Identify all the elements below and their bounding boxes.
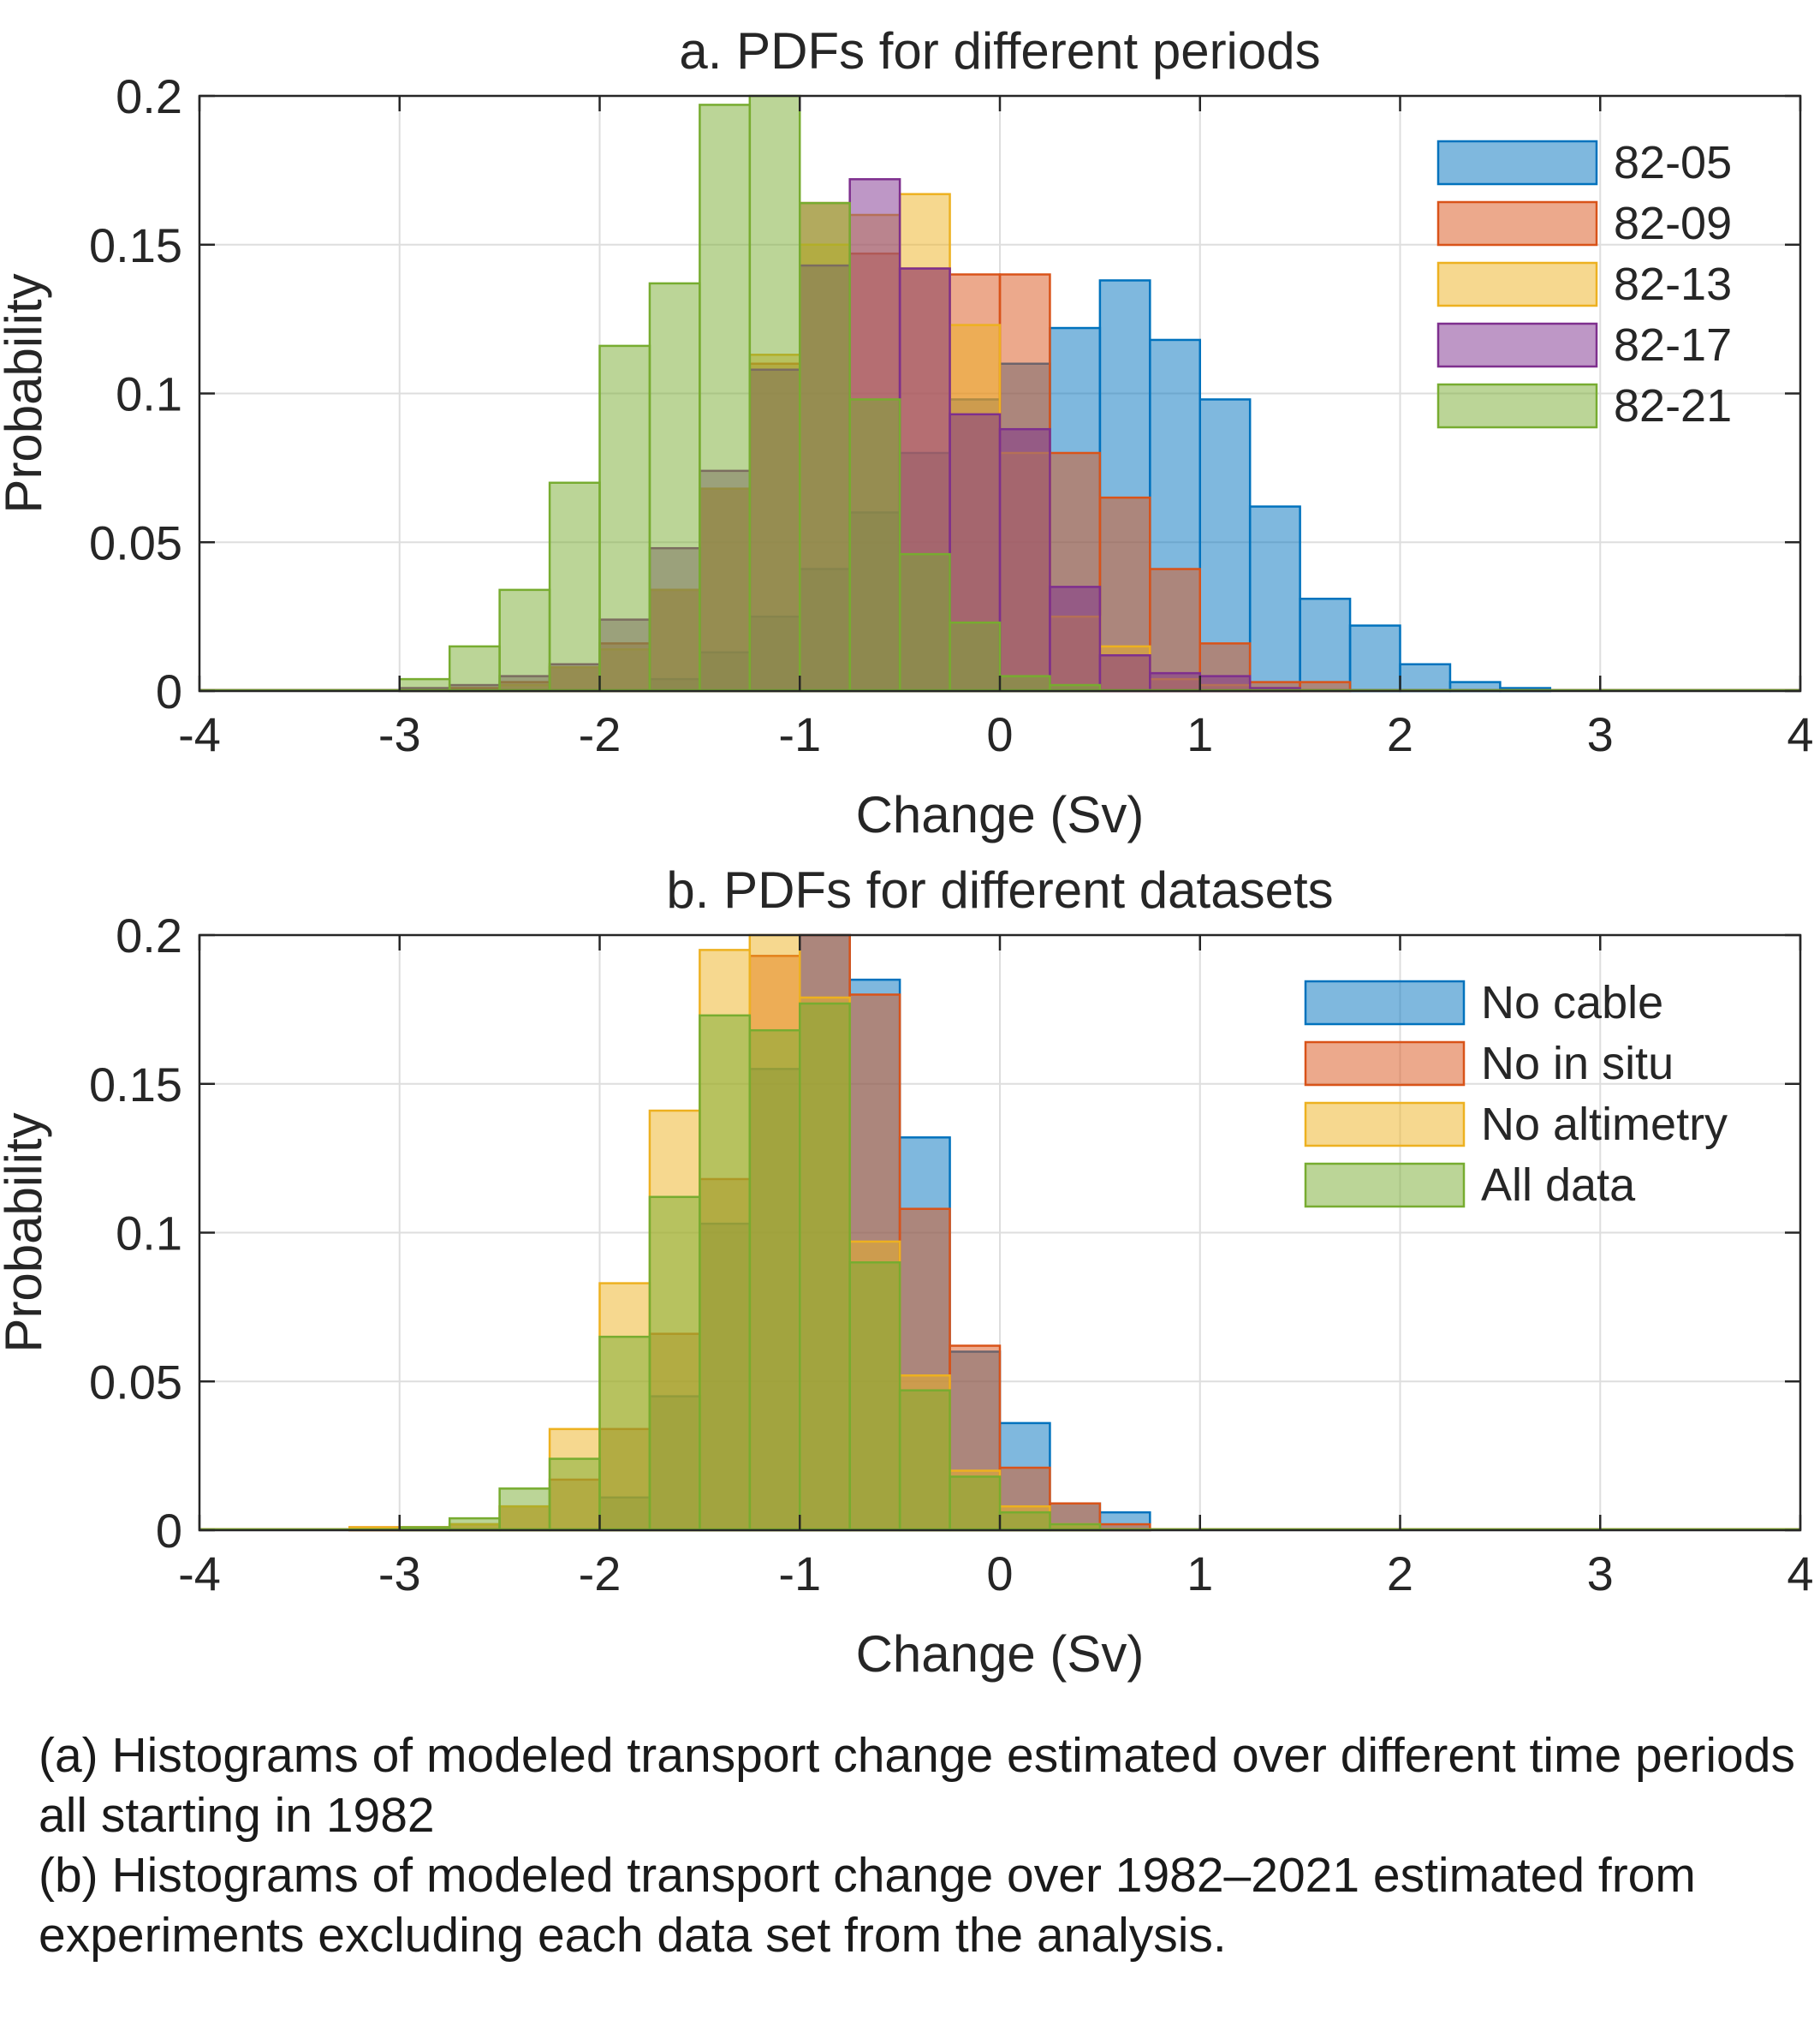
- y-tick-label: 0.05: [89, 1355, 182, 1409]
- y-tick-label: 0.15: [89, 1058, 182, 1111]
- x-tick-label: 3: [1587, 707, 1614, 761]
- legend-swatch: [1304, 980, 1466, 1026]
- histogram-bar: [1149, 671, 1201, 693]
- histogram-bar: [648, 1195, 701, 1532]
- figure-captions: (a) Histograms of modeled transport chan…: [39, 1725, 1802, 1965]
- x-tick-label: 0: [986, 1546, 1013, 1600]
- histogram-bar: [498, 588, 551, 693]
- legend-label: 82-13: [1614, 259, 1732, 310]
- series-82-21: [199, 94, 1800, 693]
- series-all-data: [199, 1002, 1800, 1532]
- histogram-bar: [1299, 598, 1352, 693]
- x-tick-label: 1: [1187, 1546, 1213, 1600]
- legend-label: No cable: [1481, 977, 1663, 1028]
- histogram-bar: [748, 1028, 801, 1532]
- chart-title: a. PDFs for different periods: [679, 22, 1320, 80]
- x-tick-label: -1: [778, 1546, 821, 1600]
- x-tick-label: 4: [1787, 707, 1813, 761]
- histogram-bar: [799, 1002, 851, 1532]
- chart-panel-a: -4 -3 -2 -1 0 1 2 3 4 0 0.05 0.1 0.15 0.2 a. PDFs for …: [0, 22, 1814, 843]
- legend-label: No altimetry: [1481, 1099, 1728, 1150]
- histogram-bar: [548, 481, 601, 693]
- legend-label: 82-05: [1614, 137, 1732, 188]
- histogram-bar: [448, 645, 501, 693]
- histogram-bar: [1399, 663, 1452, 693]
- legend-swatch: [1436, 140, 1598, 186]
- x-tick-label: 0: [986, 707, 1013, 761]
- legend-swatch: [1304, 1101, 1466, 1147]
- caption-b: (b) Histograms of modeled transport chan…: [39, 1848, 1696, 1963]
- legend-label: 82-09: [1614, 198, 1732, 249]
- legend-swatch: [1304, 1040, 1466, 1087]
- legend-swatch: [1304, 1162, 1466, 1208]
- histogram-bar: [699, 104, 752, 693]
- y-axis-label: Probability: [0, 1112, 52, 1352]
- histogram-bar: [998, 675, 1051, 693]
- x-tick-label: -1: [778, 707, 821, 761]
- histogram-bar: [1049, 586, 1102, 693]
- legend-label: 82-21: [1614, 380, 1732, 432]
- histogram-bar: [1198, 675, 1252, 693]
- legend-label: No in situ: [1481, 1038, 1674, 1089]
- histogram-bar: [1248, 505, 1301, 693]
- x-tick-label: -2: [579, 1546, 622, 1600]
- y-tick-label: 0: [156, 664, 182, 718]
- histogram-bar: [898, 552, 951, 693]
- x-tick-label: 2: [1387, 1546, 1413, 1600]
- histogram-bar: [498, 1487, 551, 1532]
- y-tick-label: 0.1: [116, 1207, 182, 1260]
- histogram-bar: [1098, 654, 1151, 693]
- histogram-bar: [998, 1511, 1051, 1532]
- legend-label: 82-17: [1614, 319, 1732, 371]
- chart-panel-b: -4 -3 -2 -1 0 1 2 3 4 0 0.05 0.1 0.15 0.2 b. PDFs for …: [0, 861, 1814, 1683]
- y-tick-label: 0.15: [89, 218, 182, 272]
- x-tick-label: -2: [579, 707, 622, 761]
- histogram-bar: [848, 1261, 901, 1532]
- histogram-bar: [1149, 568, 1201, 693]
- x-tick-label: 2: [1387, 707, 1413, 761]
- histogram-bar: [748, 94, 801, 693]
- legend-label: All data: [1481, 1159, 1636, 1211]
- x-tick-label: 4: [1787, 1546, 1813, 1600]
- histogram-bar: [799, 201, 851, 693]
- legend-swatch: [1436, 322, 1598, 368]
- chart-title: b. PDFs for different datasets: [666, 861, 1333, 919]
- y-tick-label: 0.2: [116, 69, 182, 123]
- legend: No cable No in situ No altimetry All data: [1304, 977, 1728, 1211]
- histogram-bar: [699, 1014, 752, 1532]
- x-tick-label: -3: [378, 1546, 421, 1600]
- y-axis-label: Probability: [0, 273, 52, 513]
- histogram-bar: [648, 282, 701, 693]
- legend-swatch: [1436, 383, 1598, 429]
- histogram-bar: [848, 398, 901, 693]
- x-tick-label: -4: [178, 1546, 221, 1600]
- figure: -4 -3 -2 -1 0 1 2 3 4 0 0.05 0.1 0.15 0.2 a. PDFs for …: [0, 22, 1814, 1683]
- histogram-bar: [949, 1475, 1002, 1532]
- x-tick-label: 1: [1187, 707, 1213, 761]
- x-axis-label: Change (Sv): [856, 786, 1145, 843]
- histogram-bar: [1348, 624, 1401, 693]
- histogram-bar: [598, 344, 651, 693]
- legend-swatch: [1436, 200, 1598, 247]
- histogram-bar: [998, 427, 1051, 693]
- legend: 82-05 82-09 82-13 82-17 82-21: [1436, 137, 1732, 432]
- x-tick-label: -4: [178, 707, 221, 761]
- legend-swatch: [1436, 261, 1598, 307]
- y-tick-label: 0.05: [89, 515, 182, 569]
- histogram-bar: [548, 1457, 601, 1532]
- y-tick-label: 0.1: [116, 367, 182, 421]
- x-tick-label: -3: [378, 707, 421, 761]
- histogram-bar: [598, 1335, 651, 1532]
- y-tick-label: 0.2: [116, 909, 182, 962]
- x-axis-label: Change (Sv): [856, 1625, 1145, 1683]
- histogram-bar: [949, 621, 1002, 693]
- x-tick-label: 3: [1587, 1546, 1614, 1600]
- histogram-bar: [898, 1389, 951, 1532]
- y-tick-label: 0: [156, 1504, 182, 1558]
- caption-a: (a) Histograms of modeled transport chan…: [39, 1728, 1795, 1843]
